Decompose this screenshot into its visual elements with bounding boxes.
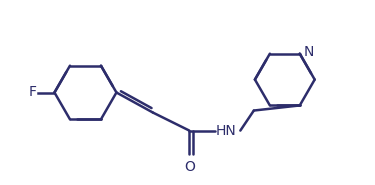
Text: F: F — [28, 85, 36, 100]
Text: HN: HN — [216, 124, 236, 138]
Text: N: N — [304, 45, 315, 59]
Text: O: O — [184, 160, 195, 174]
